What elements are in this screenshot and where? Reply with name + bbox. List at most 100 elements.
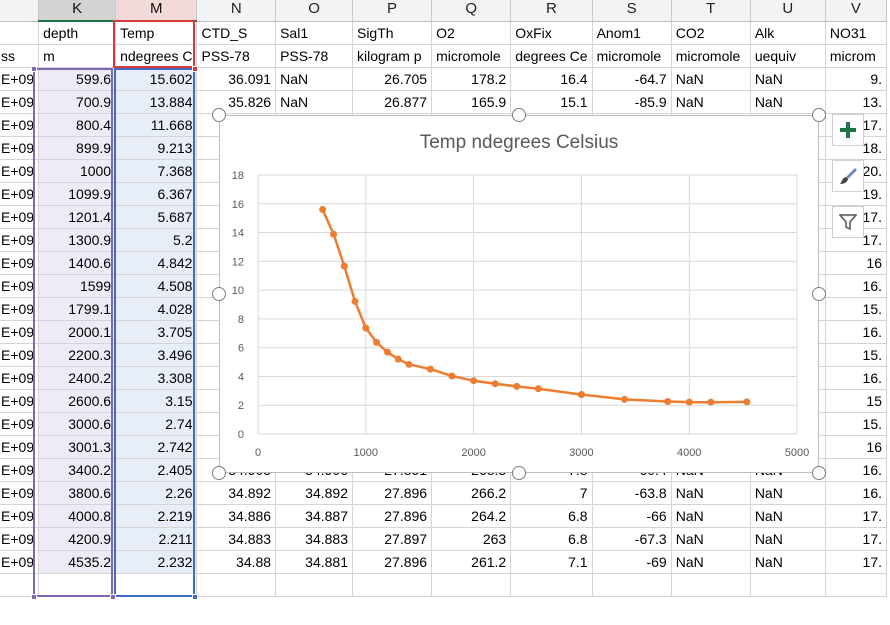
header-cell[interactable]: micromole xyxy=(671,44,751,68)
table-cell[interactable]: 27.896 xyxy=(352,504,433,528)
table-cell[interactable]: E+09 xyxy=(0,113,40,137)
table-cell[interactable]: -67.3 xyxy=(592,527,672,551)
chart-resize-handle[interactable] xyxy=(512,466,526,480)
table-cell[interactable]: 11.668 xyxy=(115,113,198,137)
table-cell[interactable]: NaN xyxy=(671,90,751,114)
table-cell[interactable]: 3.15 xyxy=(115,389,198,413)
table-cell[interactable]: 2600.6 xyxy=(38,389,117,413)
table-cell[interactable]: NaN xyxy=(750,481,826,505)
table-cell[interactable]: NaN xyxy=(750,90,826,114)
table-cell[interactable] xyxy=(510,573,593,597)
table-cell[interactable]: 3400.2 xyxy=(38,458,117,482)
column-header[interactable]: V xyxy=(825,0,888,22)
table-cell[interactable]: 26.705 xyxy=(352,67,433,91)
table-cell[interactable]: E+09 xyxy=(0,297,40,321)
table-cell[interactable]: E+09 xyxy=(0,205,40,229)
table-cell[interactable]: 4.508 xyxy=(115,274,198,298)
table-cell[interactable]: 1599 xyxy=(38,274,117,298)
table-cell[interactable] xyxy=(38,573,117,597)
table-cell[interactable]: 16. xyxy=(825,458,888,482)
table-cell[interactable]: 1300.9 xyxy=(38,228,117,252)
table-cell[interactable]: NaN xyxy=(750,550,826,574)
table-cell[interactable]: E+09 xyxy=(0,90,40,114)
table-cell[interactable]: 1201.4 xyxy=(38,205,117,229)
table-cell[interactable]: E+09 xyxy=(0,159,40,183)
table-cell[interactable]: 26.877 xyxy=(352,90,433,114)
table-cell[interactable]: 2.219 xyxy=(115,504,198,528)
table-cell[interactable]: 1000 xyxy=(38,159,117,183)
table-cell[interactable] xyxy=(431,573,512,597)
table-cell[interactable]: 899.9 xyxy=(38,136,117,160)
table-cell[interactable]: 2200.3 xyxy=(38,343,117,367)
table-cell[interactable]: 4.842 xyxy=(115,251,198,275)
table-cell[interactable]: NaN xyxy=(671,67,751,91)
table-cell[interactable]: 1400.6 xyxy=(38,251,117,275)
table-cell[interactable]: 15. xyxy=(825,343,888,367)
header-cell[interactable]: CTD_S xyxy=(196,21,277,45)
table-cell[interactable]: 3.308 xyxy=(115,366,198,390)
header-cell[interactable]: CO2 xyxy=(671,21,751,45)
column-header[interactable]: O xyxy=(275,0,353,22)
table-cell[interactable]: 2.232 xyxy=(115,550,198,574)
column-header[interactable]: N xyxy=(196,0,277,22)
header-cell[interactable]: Sal1 xyxy=(275,21,353,45)
table-cell[interactable]: -66 xyxy=(592,504,672,528)
table-cell[interactable]: E+09 xyxy=(0,481,40,505)
table-cell[interactable]: 2400.2 xyxy=(38,366,117,390)
table-cell[interactable]: 34.892 xyxy=(275,481,353,505)
table-cell[interactable]: 266.2 xyxy=(431,481,512,505)
table-cell[interactable]: E+09 xyxy=(0,412,40,436)
table-cell[interactable]: 16. xyxy=(825,274,888,298)
table-cell[interactable]: 27.896 xyxy=(352,550,433,574)
table-cell[interactable]: 263 xyxy=(431,527,512,551)
table-cell[interactable]: 15.1 xyxy=(510,90,593,114)
table-cell[interactable]: 15. xyxy=(825,297,888,321)
table-cell[interactable]: 261.2 xyxy=(431,550,512,574)
header-cell[interactable]: degrees Ce xyxy=(510,44,593,68)
range-handle[interactable] xyxy=(192,594,198,600)
table-cell[interactable]: 2.742 xyxy=(115,435,198,459)
table-cell[interactable]: 2.405 xyxy=(115,458,198,482)
chart-resize-handle[interactable] xyxy=(812,466,826,480)
table-cell[interactable]: NaN xyxy=(671,550,751,574)
table-cell[interactable]: 15.602 xyxy=(115,67,198,91)
column-header[interactable]: S xyxy=(592,0,672,22)
table-cell[interactable]: E+09 xyxy=(0,389,40,413)
table-cell[interactable]: 34.883 xyxy=(196,527,277,551)
chart-resize-handle[interactable] xyxy=(512,108,526,122)
column-header[interactable]: R xyxy=(510,0,593,22)
table-cell[interactable]: 36.091 xyxy=(196,67,277,91)
table-cell[interactable]: E+09 xyxy=(0,67,40,91)
chart-styles-button[interactable] xyxy=(832,160,864,192)
table-cell[interactable]: E+09 xyxy=(0,366,40,390)
header-cell[interactable]: kilogram p xyxy=(352,44,433,68)
table-cell[interactable]: E+09 xyxy=(0,320,40,344)
table-cell[interactable] xyxy=(671,573,751,597)
table-cell[interactable]: 34.887 xyxy=(275,504,353,528)
table-cell[interactable]: 5.2 xyxy=(115,228,198,252)
table-cell[interactable] xyxy=(275,573,353,597)
table-cell[interactable] xyxy=(352,573,433,597)
table-cell[interactable]: 15 xyxy=(825,389,888,413)
table-cell[interactable]: 35.826 xyxy=(196,90,277,114)
table-cell[interactable]: 3001.3 xyxy=(38,435,117,459)
table-cell[interactable]: 4535.2 xyxy=(38,550,117,574)
header-cell[interactable]: micromole xyxy=(431,44,512,68)
table-cell[interactable]: 7.368 xyxy=(115,159,198,183)
chart-resize-handle[interactable] xyxy=(812,108,826,122)
column-header[interactable]: K xyxy=(38,0,117,22)
table-cell[interactable]: 9. xyxy=(825,67,888,91)
chart-resize-handle[interactable] xyxy=(212,466,226,480)
table-cell[interactable]: NaN xyxy=(671,504,751,528)
table-cell[interactable]: 599.6 xyxy=(38,67,117,91)
range-handle[interactable] xyxy=(31,594,37,600)
table-cell[interactable]: 2.211 xyxy=(115,527,198,551)
table-cell[interactable]: 2.74 xyxy=(115,412,198,436)
header-cell[interactable]: O2 xyxy=(431,21,512,45)
table-cell[interactable]: E+09 xyxy=(0,435,40,459)
range-handle[interactable] xyxy=(110,594,116,600)
table-cell[interactable]: 16 xyxy=(825,251,888,275)
table-cell[interactable]: E+09 xyxy=(0,274,40,298)
table-cell[interactable]: 4.028 xyxy=(115,297,198,321)
header-cell[interactable]: PSS-78 xyxy=(196,44,277,68)
